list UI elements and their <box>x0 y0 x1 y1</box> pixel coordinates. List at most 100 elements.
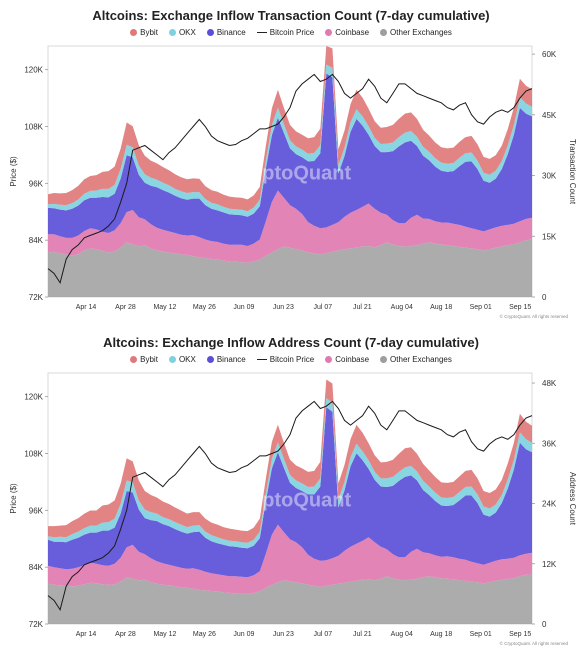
left-tick-label: 96K <box>29 506 44 515</box>
legend-label: Bitcoin Price <box>269 355 315 364</box>
left-tick-label: 108K <box>24 450 43 459</box>
x-tick-label: Jul 21 <box>353 304 372 311</box>
x-tick-label: Jun 23 <box>273 631 294 638</box>
right-tick-label: 45K <box>542 111 557 120</box>
x-tick-label: May 12 <box>153 631 176 638</box>
area-series-binance <box>48 73 532 246</box>
right-tick-label: 36K <box>542 439 557 448</box>
legend-label: Binance <box>216 28 246 37</box>
legend-swatch-bitcoin-price <box>256 32 267 33</box>
left-tick-label: 96K <box>29 179 44 188</box>
copyright-text: © CryptoQuant. All rights reserved <box>500 640 569 646</box>
x-tick-label: Apr 14 <box>76 304 97 311</box>
legend-item-binance[interactable]: Binance <box>206 28 246 37</box>
left-tick-label: 72K <box>29 293 44 302</box>
legend-item-bybit[interactable]: Bybit <box>130 355 158 364</box>
left-tick-label: 72K <box>29 620 44 629</box>
x-tick-label: Jul 07 <box>313 631 332 638</box>
area-series-binance <box>48 407 532 578</box>
x-tick-label: Apr 14 <box>76 631 97 638</box>
watermark: CryptoQuant <box>229 163 352 185</box>
watermark: CryptoQuant <box>229 490 352 512</box>
area-series-other-exchanges <box>48 239 532 297</box>
chart-panel-transaction-count: Altcoins: Exchange Inflow Transaction Co… <box>0 0 582 326</box>
chart-title: Altcoins: Exchange Inflow Address Count … <box>103 335 479 350</box>
x-tick-label: Sep 15 <box>509 304 531 311</box>
legend-item-bybit[interactable]: Bybit <box>130 28 158 37</box>
legend-label: Bitcoin Price <box>269 28 315 37</box>
x-tick-label: Sep 01 <box>470 304 492 311</box>
legend-item-other-exchanges[interactable]: Other Exchanges <box>380 28 452 37</box>
right-tick-label: 12K <box>542 560 557 569</box>
left-tick-label: 120K <box>24 393 43 402</box>
legend-label: Other Exchanges <box>390 355 452 364</box>
y-axis-title-right: Transaction Count <box>568 139 577 205</box>
legend-item-coinbase[interactable]: Coinbase <box>325 355 369 364</box>
area-series-coinbase <box>48 524 532 594</box>
right-tick-label: 30K <box>542 172 557 181</box>
legend-swatch-okx <box>168 29 176 36</box>
x-tick-label: May 26 <box>193 631 216 638</box>
legend-swatch-binance <box>206 356 214 363</box>
legend-label: Coinbase <box>335 355 370 364</box>
right-tick-label: 24K <box>542 500 557 509</box>
x-tick-label: Sep 01 <box>470 631 492 638</box>
legend-item-binance[interactable]: Binance <box>206 355 246 364</box>
left-tick-label: 84K <box>29 236 44 245</box>
legend-swatch-coinbase <box>325 29 333 36</box>
right-tick-label: 48K <box>542 379 557 388</box>
left-tick-label: 120K <box>24 66 43 75</box>
legend-label: Binance <box>216 355 246 364</box>
x-tick-label: Aug 04 <box>391 631 413 638</box>
chart-legend: Bybit OKX Binance Bitcoin Price Coinbase… <box>0 28 582 37</box>
legend-swatch-binance <box>206 29 214 36</box>
legend-item-bitcoin-price[interactable]: Bitcoin Price <box>256 355 315 364</box>
legend-label: Other Exchanges <box>390 28 452 37</box>
area-series-bybit <box>48 46 532 212</box>
left-tick-label: 108K <box>24 123 43 132</box>
legend-label: OKX <box>178 355 196 364</box>
legend-item-coinbase[interactable]: Coinbase <box>325 28 369 37</box>
right-tick-label: 0 <box>542 620 547 629</box>
right-tick-label: 15K <box>542 232 557 241</box>
x-tick-label: Jun 09 <box>233 304 254 311</box>
chart-plot: CryptoQuant 72K 84K 96K 108K 120K 0 15K 30K 45K 60… <box>9 45 577 319</box>
y-axis-title-left: Price ($) <box>9 156 18 187</box>
legend-label: OKX <box>178 28 196 37</box>
chart-plot: CryptoQuant 72K 84K 96K 108K 120K 0 12K 24K 36K 48… <box>9 372 577 646</box>
x-tick-label: Sep 15 <box>509 631 531 638</box>
chart-title: Altcoins: Exchange Inflow Transaction Co… <box>92 8 490 23</box>
x-tick-label: Aug 18 <box>430 631 452 638</box>
x-tick-label: Jun 09 <box>233 631 254 638</box>
legend-label: Bybit <box>140 355 158 364</box>
left-tick-label: 84K <box>29 563 44 572</box>
area-series-other-exchanges <box>48 574 532 624</box>
line-series-bitcoin-price <box>47 73 533 285</box>
legend-item-okx[interactable]: OKX <box>168 355 196 364</box>
x-tick-label: May 26 <box>193 304 216 311</box>
legend-swatch-bitcoin-price <box>256 359 267 360</box>
copyright-text: © CryptoQuant. All rights reserved <box>500 313 569 319</box>
legend-label: Bybit <box>140 28 158 37</box>
area-series-coinbase <box>48 190 532 263</box>
line-series-bitcoin-price <box>47 400 533 612</box>
x-tick-label: Apr 28 <box>115 631 136 638</box>
x-tick-label: Apr 28 <box>115 304 136 311</box>
legend-swatch-other-exchanges <box>380 29 388 36</box>
legend-item-other-exchanges[interactable]: Other Exchanges <box>380 355 452 364</box>
x-tick-label: Jul 21 <box>353 631 372 638</box>
legend-item-okx[interactable]: OKX <box>168 28 196 37</box>
x-tick-label: Aug 04 <box>391 304 413 311</box>
x-tick-label: Jul 07 <box>313 304 332 311</box>
y-axis-title-left: Price ($) <box>9 483 18 514</box>
chart-legend: Bybit OKX Binance Bitcoin Price Coinbase… <box>0 355 582 364</box>
area-series-bybit <box>48 379 532 543</box>
chart-panel-address-count: Altcoins: Exchange Inflow Address Count … <box>0 327 582 653</box>
legend-item-bitcoin-price[interactable]: Bitcoin Price <box>256 28 315 37</box>
area-series-okx <box>48 64 532 217</box>
legend-swatch-bybit <box>130 29 138 36</box>
legend-swatch-coinbase <box>325 356 333 363</box>
legend-swatch-okx <box>168 356 176 363</box>
legend-label: Coinbase <box>335 28 370 37</box>
right-tick-label: 0 <box>542 293 547 302</box>
